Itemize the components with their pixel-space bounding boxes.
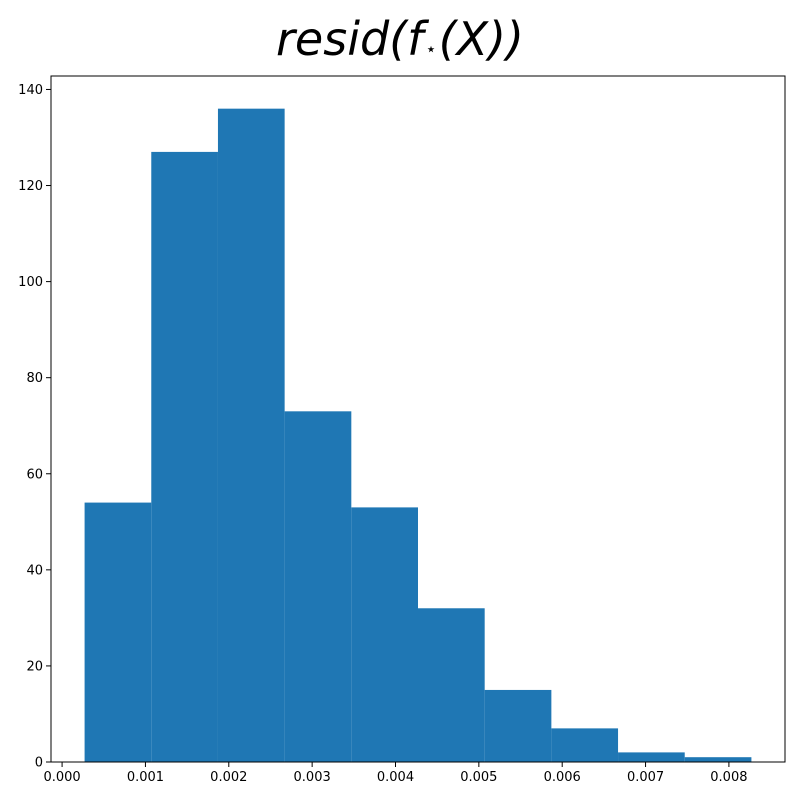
y-tick-label: 80	[26, 371, 43, 386]
histogram-bar	[551, 728, 619, 762]
x-axis: 0.000 0.001 0.002 0.003 0.004 0.005 0.006 0.007…	[43, 762, 748, 785]
y-tick-label: 20	[26, 659, 43, 674]
histogram-bar	[151, 151, 218, 762]
histogram-bar	[217, 108, 285, 762]
y-tick-label: 0	[35, 756, 43, 771]
histogram-bar	[84, 502, 152, 762]
histogram-bar	[618, 752, 685, 762]
x-tick-label: 0.000	[43, 770, 80, 785]
x-tick-label: 0.004	[377, 770, 414, 785]
chart-title-post: (X))	[439, 12, 524, 66]
histogram-bar	[484, 689, 552, 762]
x-tick-label: 0.003	[294, 770, 331, 785]
histogram-bar	[284, 411, 352, 762]
x-tick-label: 0.008	[710, 770, 747, 785]
x-tick-label: 0.002	[210, 770, 247, 785]
x-tick-label: 0.001	[127, 770, 164, 785]
y-axis: 0 20 40 60 80 100 120 140	[18, 83, 51, 771]
y-tick-label: 40	[26, 563, 43, 578]
plot-frame	[50, 75, 786, 763]
y-tick-label: 100	[18, 275, 43, 290]
x-tick-label: 0.006	[544, 770, 581, 785]
chart-title-subscript: ⋆	[425, 39, 436, 60]
histogram-bar	[418, 608, 485, 762]
y-tick-label: 120	[18, 179, 43, 194]
chart-title-pre: resid(f	[276, 12, 429, 66]
histogram-bar	[351, 507, 418, 762]
bars-group	[84, 108, 752, 762]
chart-title: resid(f ⋆(X))	[276, 12, 524, 66]
y-tick-label: 60	[26, 467, 43, 482]
y-tick-label: 140	[18, 83, 43, 98]
x-tick-label: 0.005	[460, 770, 497, 785]
histogram-bar	[684, 757, 752, 762]
x-tick-label: 0.007	[627, 770, 664, 785]
